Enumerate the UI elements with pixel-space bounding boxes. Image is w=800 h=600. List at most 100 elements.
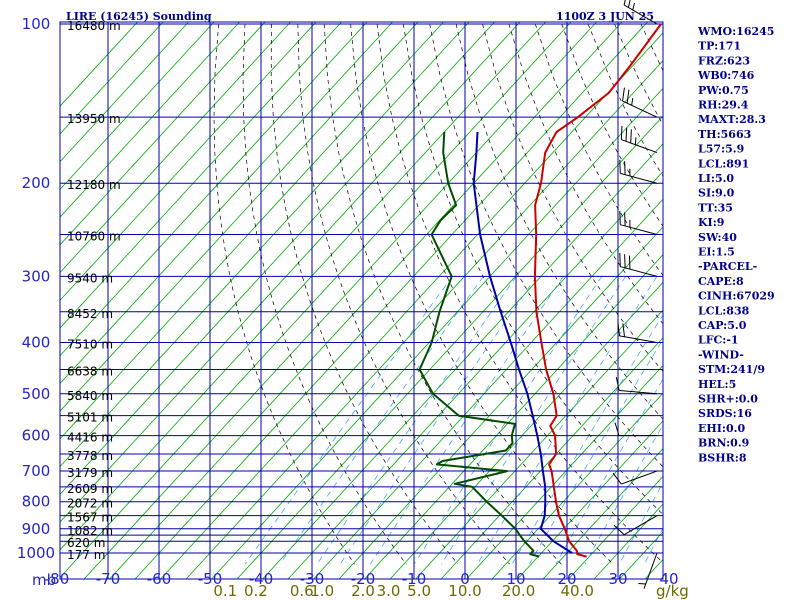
- temperature-tick-label: -70: [96, 570, 121, 588]
- index-value: MAXT:28.3: [698, 113, 766, 126]
- pressure-tick-label: 300: [22, 267, 51, 285]
- height-label: 5101 m: [67, 411, 113, 425]
- index-value: WMO:16245: [697, 25, 774, 38]
- height-label: 1567 m: [67, 511, 113, 525]
- barb-staff: [620, 172, 658, 184]
- height-label: 3778 m: [67, 449, 113, 463]
- isotherm-line: [287, 170, 663, 579]
- barb-half-flag: [634, 137, 637, 145]
- isotherm-line: [185, 60, 663, 579]
- height-label: 4416 m: [67, 431, 113, 445]
- isotherm-line: [60, 22, 215, 191]
- barb-staff: [620, 224, 658, 235]
- height-label: 10760 m: [67, 230, 121, 244]
- isotherm-line: [60, 22, 393, 385]
- pressure-tick-label: 800: [22, 493, 51, 511]
- mixing-ratio-label: 0.1: [213, 582, 237, 600]
- isotherm-line: [262, 143, 663, 579]
- pressure-tick-label: 100: [22, 15, 51, 33]
- isotherm-line: [491, 392, 663, 579]
- isotherm-line: [60, 22, 495, 495]
- index-value: L57:5.9: [698, 143, 744, 156]
- isotherm-line: [60, 22, 444, 440]
- height-label: 6638 m: [67, 365, 113, 379]
- isotherm-line: [211, 87, 663, 579]
- index-value: TT:35: [698, 201, 733, 214]
- wind-barb: [612, 470, 658, 485]
- index-value: CAP:5.0: [698, 319, 747, 332]
- mixing-ratio-label: 10.0: [448, 582, 481, 600]
- isotherm-line: [60, 22, 419, 412]
- index-value: HEL:5: [698, 378, 736, 391]
- isotherm-line: [313, 198, 663, 579]
- index-value: TP:171: [698, 40, 741, 53]
- isotherm-line: [60, 22, 368, 357]
- pressure-tick-label: 600: [22, 427, 51, 445]
- wind-barb: [638, 552, 658, 589]
- barb-staff: [623, 4, 658, 25]
- isotherm-line: [60, 22, 164, 135]
- isotherm-line: [134, 22, 648, 579]
- plot-border: [59, 21, 664, 580]
- barb-flag: [627, 0, 631, 8]
- profile-series: [418, 23, 662, 558]
- barb-staff: [621, 470, 658, 485]
- wind-barb: [613, 515, 658, 536]
- isotherm-line: [60, 22, 572, 579]
- dry-adiabat-line: [773, 24, 800, 564]
- height-label: 2609 m: [67, 482, 113, 496]
- barb-flag: [614, 422, 620, 436]
- isotherm-line: [60, 22, 546, 551]
- chart-title: LIRE (16245) Sounding: [66, 10, 212, 23]
- barb-staff: [619, 389, 658, 395]
- isotherm-line: [466, 364, 663, 579]
- isotherm-line: [517, 420, 663, 579]
- index-value: WB0:746: [697, 69, 755, 82]
- index-value: CAPE:8: [698, 275, 744, 288]
- isotherm-lines: [60, 22, 663, 579]
- barb-flag: [630, 129, 632, 144]
- index-value: RH:29.4: [698, 99, 749, 112]
- wind-barb: [619, 211, 658, 235]
- mixing-ratio-label: 0.6: [290, 582, 314, 600]
- mixing-ratio-unit-label: g/kg: [656, 582, 689, 600]
- wind-barb: [623, 0, 658, 25]
- temperature-tick-label: -10: [402, 570, 427, 588]
- barb-half-flag: [638, 582, 646, 585]
- mixing-ratio-line: [476, 276, 658, 565]
- barb-flag: [622, 323, 625, 337]
- height-label: 8452 m: [67, 307, 113, 321]
- wind-barb: [615, 377, 658, 395]
- index-value: EHI:0.0: [698, 422, 745, 435]
- mixing-ratio-label: 5.0: [407, 582, 431, 600]
- profile-line: [418, 131, 540, 558]
- height-label: 3179 m: [67, 466, 113, 480]
- dry-adiabat-line: [242, 23, 407, 565]
- barb-flag: [620, 125, 623, 140]
- height-label: 16480 m: [67, 19, 121, 33]
- index-value: -PARCEL-: [698, 260, 757, 273]
- index-value: KI:9: [698, 216, 724, 229]
- index-value: LI:5.0: [698, 172, 734, 185]
- index-value: BRN:0.9: [698, 437, 749, 450]
- barb-staff: [622, 100, 658, 118]
- barb-flag: [626, 89, 630, 104]
- pressure-tick-label: 900: [22, 520, 51, 538]
- height-label: 620 m: [67, 536, 105, 550]
- isotherm-line: [60, 22, 470, 468]
- index-value: SI:9.0: [698, 187, 735, 200]
- wind-barb: [620, 125, 658, 154]
- isotherm-line: [60, 22, 240, 218]
- barb-flag: [622, 87, 625, 102]
- height-label: 7510 m: [67, 337, 113, 351]
- index-value: PW:0.75: [698, 84, 749, 97]
- y-axis-unit-label: mb: [32, 571, 56, 589]
- height-label: 1082 m: [67, 524, 113, 538]
- barb-flag: [623, 0, 626, 6]
- temperature-tick-label: -20: [351, 570, 376, 588]
- height-label: 2072 m: [67, 497, 113, 511]
- temperature-tick-label: 10: [506, 570, 525, 588]
- isotherm-line: [60, 22, 266, 246]
- mixing-ratio-label: 0.2: [244, 582, 268, 600]
